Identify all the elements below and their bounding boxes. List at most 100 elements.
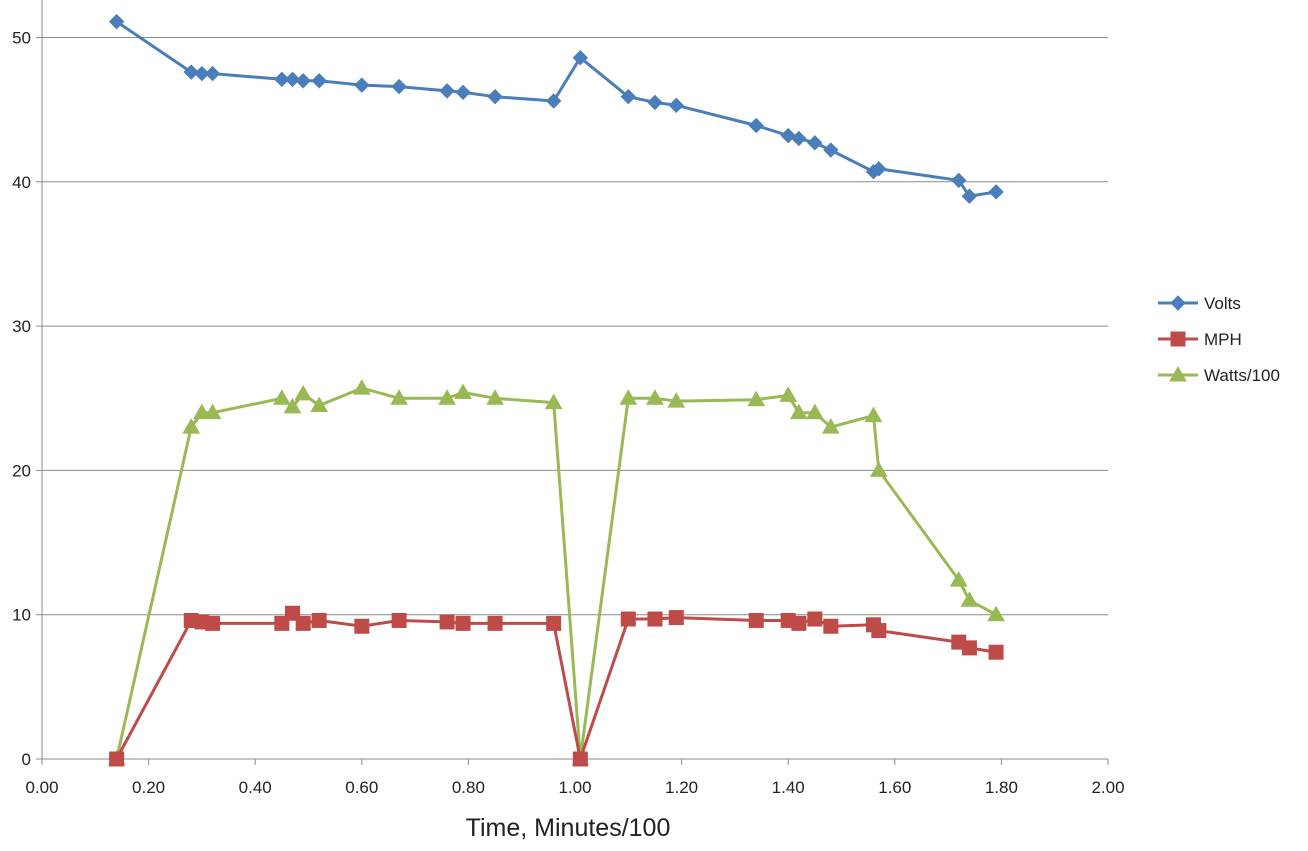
data-point-mph: [455, 615, 471, 631]
data-point-volts: [647, 94, 663, 111]
data-point-volts: [620, 88, 637, 105]
x-tick-label: 0.00: [25, 778, 58, 797]
legend-marker-watts-100: [1169, 365, 1187, 382]
x-tick-label: 1.40: [772, 778, 805, 797]
legend-label-volts: Volts: [1204, 294, 1241, 313]
data-point-mph: [205, 615, 221, 631]
y-tick-label: 10: [12, 606, 31, 625]
x-tick-label: 1.00: [558, 778, 591, 797]
data-point-watts-100: [864, 406, 883, 423]
data-point-mph: [871, 623, 887, 639]
x-tick-label: 0.60: [345, 778, 378, 797]
data-point-watts-100: [667, 392, 686, 408]
data-point-watts-100: [987, 605, 1005, 622]
data-point-volts: [961, 188, 978, 204]
x-tick-label: 1.60: [878, 778, 911, 797]
x-tick-label: 2.00: [1091, 778, 1124, 797]
data-point-watts-100: [747, 390, 766, 407]
series-watts-100: [107, 379, 1005, 766]
data-point-mph: [311, 612, 327, 628]
series-line-volts: [115, 20, 998, 198]
data-point-mph: [546, 615, 562, 631]
y-tick-label: 30: [12, 317, 31, 336]
data-point-volts: [951, 172, 967, 189]
data-point-volts: [439, 83, 455, 99]
data-point-volts: [988, 184, 1004, 200]
tick-labels: 0.00 0.20 0.40 0.60 0.80 1.00 1.20 1.40 1.60 1.80…: [12, 29, 1124, 798]
data-point-volts: [572, 49, 589, 66]
data-point-mph: [748, 612, 764, 628]
data-point-watts-100: [869, 461, 888, 477]
data-point-watts-100: [390, 389, 408, 405]
data-point-watts-100: [821, 418, 840, 434]
legend-item-mph: MPH: [1158, 330, 1242, 349]
data-point-volts: [354, 77, 370, 93]
data-point-volts: [274, 71, 290, 88]
data-point-volts: [204, 65, 221, 82]
data-point-mph: [620, 611, 636, 627]
data-point-watts-100: [294, 384, 313, 401]
legend-marker-volts: [1170, 295, 1186, 311]
x-tick-label: 1.80: [985, 778, 1018, 797]
x-axis-title: Time, Minutes/100: [466, 814, 671, 842]
series-group: [107, 13, 1005, 767]
legend-item-volts: Volts: [1158, 294, 1241, 313]
data-point-watts-100: [646, 389, 664, 405]
data-point-volts: [668, 97, 684, 114]
data-point-mph: [487, 615, 503, 631]
data-point-volts: [545, 93, 562, 109]
legend-label-mph: MPH: [1204, 330, 1242, 349]
data-point-volts: [108, 13, 125, 30]
data-point-watts-100: [779, 386, 798, 402]
y-tick-label: 50: [12, 29, 31, 48]
data-point-volts: [295, 73, 311, 89]
data-point-volts: [807, 135, 823, 151]
data-point-mph: [823, 618, 839, 634]
legend-label-watts-100: Watts/100: [1204, 366, 1280, 385]
data-point-mph: [791, 615, 807, 631]
data-point-mph: [295, 615, 311, 631]
data-point-watts-100: [283, 397, 302, 414]
x-tick-label: 0.20: [132, 778, 165, 797]
data-point-mph: [988, 644, 1004, 660]
data-point-volts: [748, 117, 764, 134]
data-point-watts-100: [949, 571, 968, 587]
x-tick-label: 1.20: [665, 778, 698, 797]
data-point-watts-100: [272, 389, 291, 405]
data-point-volts: [791, 130, 807, 147]
data-point-watts-100: [182, 418, 201, 434]
data-point-volts: [183, 64, 199, 80]
legend-marker-mph: [1170, 331, 1186, 347]
data-point-mph: [668, 610, 684, 626]
data-point-watts-100: [805, 403, 824, 420]
data-point-volts: [823, 142, 839, 158]
data-point-mph: [439, 614, 455, 630]
series-mph: [109, 605, 1004, 767]
data-point-watts-100: [438, 389, 456, 405]
series-volts: [108, 13, 1004, 204]
legend-item-watts-100: Watts/100: [1158, 365, 1280, 385]
data-point-mph: [961, 640, 977, 656]
data-point-volts: [780, 127, 796, 144]
data-point-mph: [647, 611, 663, 627]
data-point-mph: [807, 611, 823, 627]
data-point-mph: [109, 751, 125, 767]
data-point-watts-100: [789, 403, 808, 420]
data-point-mph: [391, 612, 407, 628]
data-point-watts-100: [193, 403, 211, 420]
data-point-mph: [354, 618, 370, 634]
data-point-volts: [487, 88, 503, 105]
data-point-watts-100: [352, 379, 371, 395]
legend: Volts MPH Watts/100: [1158, 294, 1280, 385]
data-point-watts-100: [203, 403, 222, 420]
y-tick-label: 40: [12, 173, 31, 192]
x-tick-label: 0.80: [452, 778, 485, 797]
x-tick-label: 0.40: [239, 778, 272, 797]
series-line-watts-100: [115, 386, 998, 761]
series-line-mph: [115, 611, 998, 761]
data-point-volts: [311, 73, 327, 89]
data-point-watts-100: [310, 396, 329, 412]
data-point-mph: [572, 751, 588, 767]
